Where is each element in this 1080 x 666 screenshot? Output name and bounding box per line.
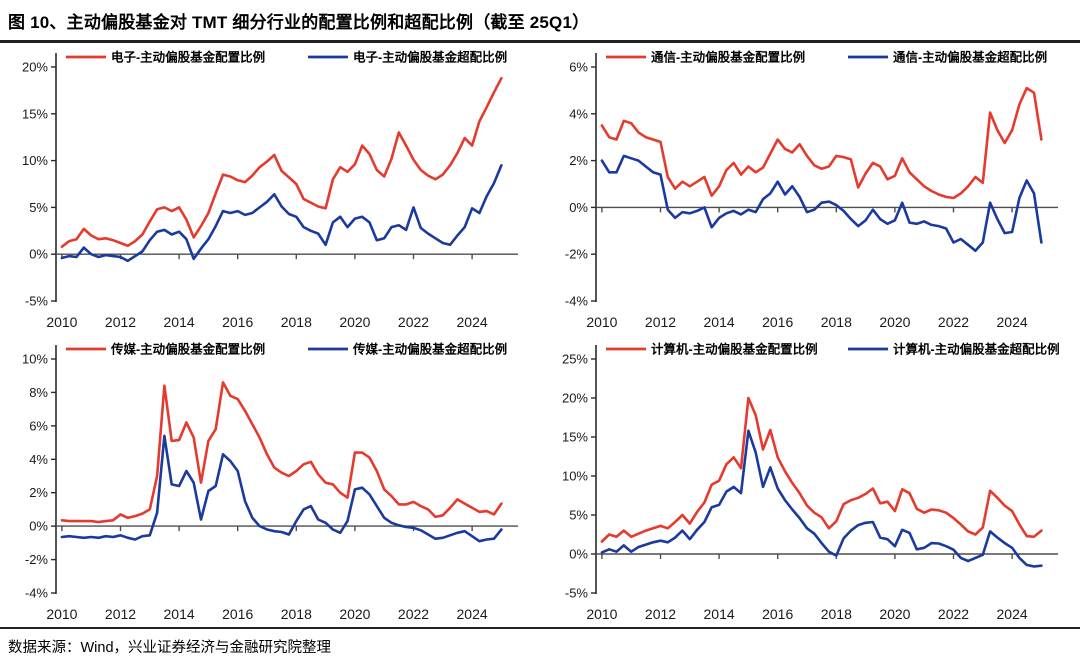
y-tick-label: 20% (22, 60, 48, 75)
title-rule (0, 40, 1080, 43)
y-tick-label: -2% (25, 552, 49, 567)
y-tick-label: 25% (562, 352, 588, 367)
x-tick-label: 2012 (645, 606, 676, 622)
series-line-overweight (600, 429, 1043, 568)
x-tick-label: 2022 (938, 314, 969, 330)
y-tick-label: 10% (562, 469, 588, 484)
legend-label-allocation: 通信-主动偏股基金配置比例 (651, 50, 805, 65)
x-tick-label: 2024 (457, 314, 488, 330)
figure-title: 图 10、主动偏股基金对 TMT 细分行业的配置比例和超配比例（截至 25Q1） (8, 13, 590, 32)
series-line-overweight (60, 164, 503, 263)
x-tick-label: 2010 (586, 314, 617, 330)
y-tick-label: 5% (29, 200, 48, 215)
y-tick-label: 15% (22, 106, 48, 121)
y-tick-label: -5% (565, 586, 589, 601)
x-tick-label: 2016 (222, 606, 253, 622)
x-tick-label: 2010 (586, 606, 617, 622)
y-tick-label: 0% (29, 519, 48, 534)
y-tick-label: 15% (562, 430, 588, 445)
x-tick-label: 2024 (997, 606, 1028, 622)
y-tick-label: 10% (22, 153, 48, 168)
legend-label-overweight: 传媒-主动偏股基金超配比例 (352, 342, 507, 357)
y-tick-label: -5% (25, 294, 49, 309)
x-tick-label: 2020 (339, 606, 370, 622)
x-tick-label: 2020 (879, 314, 910, 330)
x-tick-label: 2024 (997, 314, 1028, 330)
x-tick-label: 2014 (704, 314, 735, 330)
y-tick-label: -2% (565, 247, 589, 262)
x-tick-label: 2012 (105, 606, 136, 622)
chart-media: -4% -2% 0% 2% 4% 6% 8% 10% 2010 2012 2014 2016 2018 2… (22, 342, 518, 622)
x-tick-label: 2016 (762, 606, 793, 622)
chart-computer: -5% 0% 5% 10% 15% 20% 25% 2010 2012 2014 2016 2018 2… (562, 342, 1060, 623)
legend-label-overweight: 通信-主动偏股基金超配比例 (893, 50, 1047, 65)
x-tick-label: 2014 (164, 606, 195, 622)
x-tick-label: 2012 (105, 314, 136, 330)
source-note: 数据来源：Wind，兴业证券经济与金融研究院整理 (8, 640, 332, 656)
y-tick-label: 2% (569, 153, 588, 168)
series-line-allocation (60, 381, 503, 524)
x-tick-label: 2014 (704, 606, 735, 622)
y-tick-label: 6% (569, 60, 588, 75)
legend-label-overweight: 电子-主动偏股基金超配比例 (353, 50, 507, 65)
legend-label-overweight: 计算机-主动偏股基金超配比例 (893, 342, 1060, 357)
series-line-allocation (60, 76, 503, 248)
x-tick-label: 2020 (879, 606, 910, 622)
x-tick-label: 2022 (938, 606, 969, 622)
series-line-overweight (60, 434, 503, 543)
y-tick-label: 8% (29, 385, 48, 400)
x-tick-label: 2022 (398, 606, 429, 622)
legend-label-allocation: 电子-主动偏股基金配置比例 (111, 50, 265, 65)
x-tick-label: 2018 (821, 606, 852, 622)
charts-grid: -5% 0% 5% 10% 15% 20% 2010 2012 2014 2016 2018 2020… (0, 43, 1080, 627)
y-tick-label: 10% (22, 352, 48, 367)
x-tick-label: 2016 (222, 314, 253, 330)
chart-electronics: -5% 0% 5% 10% 15% 20% 2010 2012 2014 2016 2018 2020… (22, 50, 518, 330)
y-tick-label: 0% (569, 200, 588, 215)
y-tick-label: 4% (29, 452, 48, 467)
series-line-allocation (600, 86, 1043, 200)
y-tick-label: 20% (562, 391, 588, 406)
legend-label-allocation: 计算机-主动偏股基金配置比例 (651, 342, 818, 357)
y-tick-label: 2% (29, 485, 48, 500)
y-tick-label: 5% (569, 508, 588, 523)
x-tick-label: 2022 (398, 314, 429, 330)
x-tick-label: 2016 (762, 314, 793, 330)
series-line-allocation (600, 396, 1043, 543)
y-tick-label: 0% (569, 547, 588, 562)
y-tick-label: -4% (25, 586, 49, 601)
x-tick-label: 2012 (645, 314, 676, 330)
x-tick-label: 2018 (281, 606, 312, 622)
series-line-overweight (600, 154, 1043, 252)
y-tick-label: -4% (565, 294, 589, 309)
chart-telecom: -4% -2% 0% 2% 4% 6% 2010 2012 2014 2016 2018 2020 20… (565, 50, 1058, 330)
x-tick-label: 2010 (46, 606, 77, 622)
bottom-rule (0, 627, 1080, 629)
legend-label-allocation: 传媒-主动偏股基金配置比例 (110, 342, 265, 357)
x-tick-label: 2018 (281, 314, 312, 330)
x-tick-label: 2020 (339, 314, 370, 330)
x-tick-label: 2018 (821, 314, 852, 330)
y-tick-label: 0% (29, 247, 48, 262)
x-tick-label: 2014 (164, 314, 195, 330)
x-tick-label: 2024 (457, 606, 488, 622)
y-tick-label: 4% (569, 106, 588, 121)
y-tick-label: 6% (29, 418, 48, 433)
x-tick-label: 2010 (46, 314, 77, 330)
